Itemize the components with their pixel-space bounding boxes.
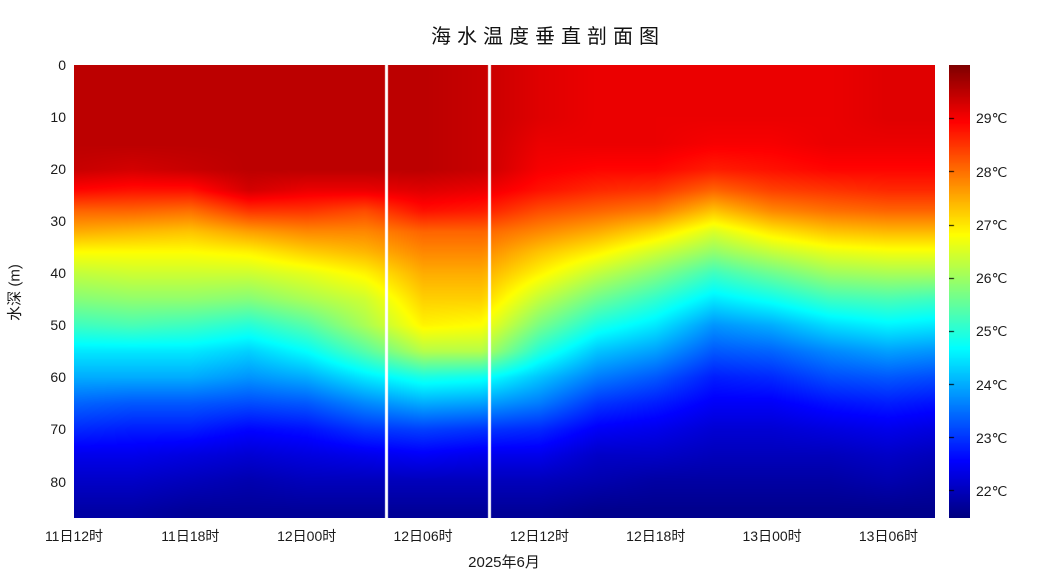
x-axis-label: 2025年6月 [468,554,540,571]
x-tick-label: 12日00时 [277,528,337,544]
x-tick-label: 11日18时 [161,528,220,544]
colorbar-canvas [949,65,970,518]
y-tick-label: 50 [50,317,66,334]
y-tick-label: 30 [50,213,66,230]
y-axis-label: 水深 (m) [6,264,24,321]
x-tick-label: 12日18时 [626,528,686,544]
x-tick-label: 12日12时 [509,528,569,544]
colorbar-tick-label: 29℃ [976,110,1008,127]
colorbar-tick-label: 26℃ [976,270,1008,287]
y-tick-label: 20 [50,161,66,178]
heatmap-canvas [74,65,935,518]
x-tick-label: 12日06时 [393,528,453,544]
colorbar-tick-label: 25℃ [976,323,1008,340]
x-tick-label: 13日00时 [742,528,802,544]
colorbar-tick-label: 27℃ [976,216,1008,233]
chart-title: 海水温度垂直剖面图 [431,26,665,48]
y-tick-label: 70 [50,421,66,438]
y-tick-label: 0 [58,57,66,73]
colorbar-tick-label: 24℃ [976,376,1008,393]
y-tick-label: 40 [50,265,66,282]
colorbar-tick-label: 28℃ [976,163,1008,180]
y-tick-label: 60 [50,369,66,386]
x-tick-label: 13日06时 [858,528,919,544]
colorbar-tick-label: 22℃ [976,483,1008,500]
colorbar-tick-label: 23℃ [976,430,1008,447]
x-tick-label: 11日12时 [44,528,104,544]
y-tick-label: 80 [50,473,66,490]
y-tick-label: 10 [50,109,66,126]
